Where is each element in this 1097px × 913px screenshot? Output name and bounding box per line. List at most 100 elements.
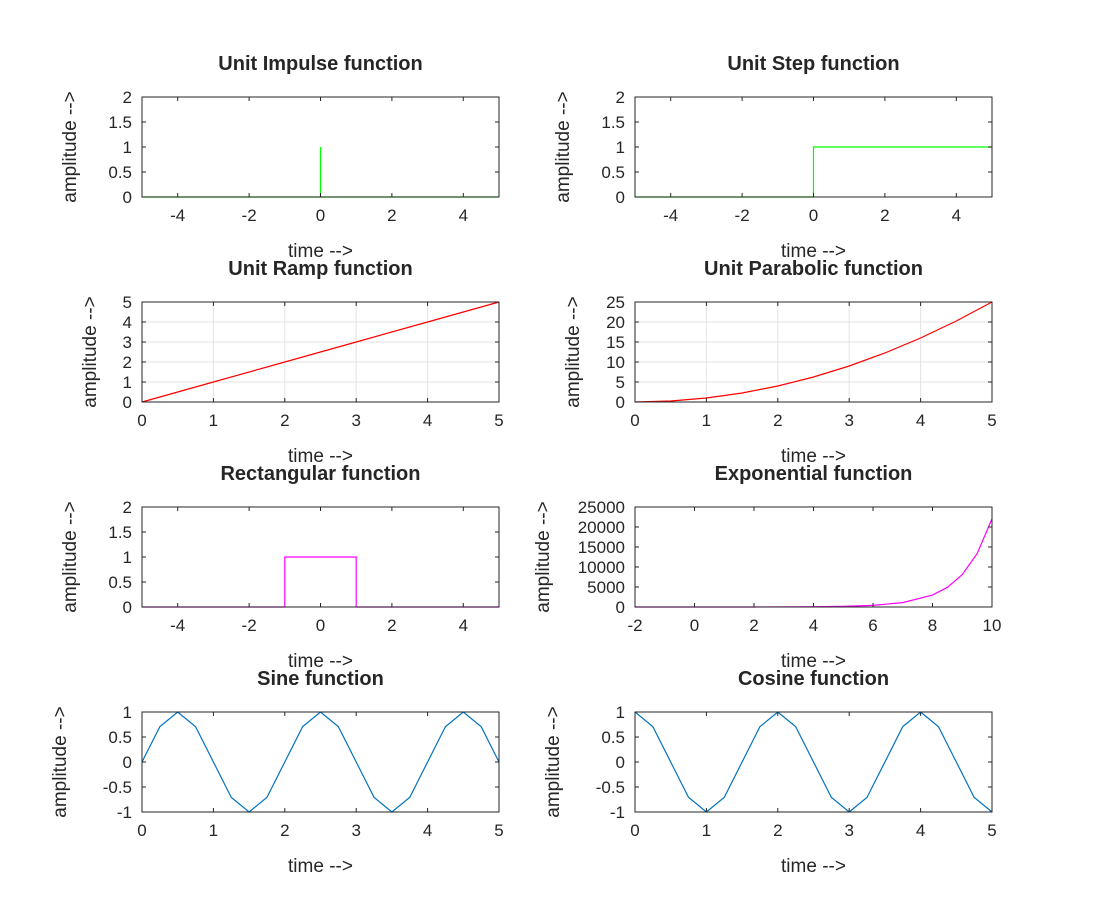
x-tick-label: 8 [928,616,937,635]
subplot-6: -2 0 2 4 6 8 100500010000150002000025000Expone… [533,463,1001,672]
x-tick-label: 4 [916,411,925,430]
y-tick-label: 5000 [587,578,625,597]
y-tick-label: 1.5 [601,113,625,132]
x-tick-label: 2 [880,206,889,225]
chart-title: Cosine function [738,668,889,690]
x-tick-label: 0 [137,411,146,430]
x-tick-label: 4 [423,821,432,840]
series-line [634,711,993,813]
x-tick-label: 4 [916,821,925,840]
y-tick-label: -1 [610,803,625,822]
x-tick-label: 1 [209,821,218,840]
y-tick-label: 2 [123,353,132,372]
chart-title: Unit Parabolic function [704,258,923,280]
y-tick-label: 1.5 [108,523,132,542]
subplot-2: -4 -2 0 2 4 0 0.5 1 1.5 2 Unit Step function time -… [553,53,993,262]
x-tick-label: 1 [702,411,711,430]
x-tick-label: -4 [170,206,185,225]
y-tick-label: 5 [616,373,625,392]
chart-title: Rectangular function [220,463,420,485]
x-tick-label: -2 [735,206,750,225]
subplot-8: 0 1 2 3 4 5 -1 -0.5 0 0.5 1 Cosine function time -->… [543,668,997,877]
y-tick-label: 0.5 [108,728,132,747]
y-tick-label: 0 [123,753,132,772]
y-tick-label: 0 [616,598,625,617]
y-tick-label: 25000 [578,498,625,517]
y-tick-label: 2 [123,88,132,107]
x-tick-label: 0 [630,411,639,430]
y-tick-label: 0 [123,393,132,412]
x-tick-label: 0 [809,206,818,225]
y-tick-label: 1 [123,138,132,157]
subplot-5: -4 -2 0 2 4 0 0.5 1 1.5 2 Rectangular function time… [60,463,500,672]
y-tick-label: 4 [123,313,132,332]
x-tick-label: 10 [983,616,1002,635]
y-tick-label: 0.5 [108,163,132,182]
plot-area [635,507,992,607]
x-tick-label: 2 [280,411,289,430]
subplot-1: -4 -2 0 2 4 0 0.5 1 1.5 2 Unit Impulse function tim… [60,53,500,262]
plot-area [635,302,992,402]
axes-box [634,301,993,403]
y-axis-label: amplitude --> [533,501,554,612]
y-tick-label: 10 [606,353,625,372]
y-tick-label: 25 [606,293,625,312]
x-tick-label: 0 [630,821,639,840]
y-tick-label: 1.5 [108,113,132,132]
x-tick-label: 2 [387,206,396,225]
x-tick-label: 0 [316,616,325,635]
y-axis-label: amplitude --> [543,706,564,817]
axes-box [141,301,500,403]
x-tick-label: 2 [749,616,758,635]
chart-title: Unit Ramp function [228,258,412,280]
y-tick-label: 15 [606,333,625,352]
x-tick-label: 1 [702,821,711,840]
x-tick-label: 4 [459,616,468,635]
x-tick-label: 5 [494,821,503,840]
y-axis-label: amplitude --> [60,91,81,202]
x-tick-label: -2 [242,206,257,225]
x-axis-label: time --> [781,446,846,467]
x-tick-label: 5 [494,411,503,430]
y-tick-label: 1 [123,548,132,567]
y-tick-label: -1 [117,803,132,822]
y-tick-label: 2 [123,498,132,517]
y-axis-label: amplitude --> [80,296,101,407]
x-tick-label: 3 [351,821,360,840]
x-tick-label: 4 [952,206,961,225]
x-tick-label: 4 [809,616,818,635]
y-axis-label: amplitude --> [563,296,584,407]
y-tick-label: 0 [123,598,132,617]
y-tick-label: 0 [616,393,625,412]
x-tick-label: -2 [627,616,642,635]
x-tick-label: 2 [773,821,782,840]
x-tick-label: -2 [242,616,257,635]
y-tick-label: 0.5 [108,573,132,592]
x-tick-label: 0 [137,821,146,840]
y-axis-label: amplitude --> [50,706,71,817]
y-tick-label: -0.5 [103,778,132,797]
subplot-7: 0 1 2 3 4 5 -1 -0.5 0 0.5 1 Sine function time --> am… [50,668,504,877]
y-tick-label: 20 [606,313,625,332]
series-line [141,301,500,403]
chart-title: Unit Impulse function [218,53,422,75]
chart-title: Exponential function [715,463,913,485]
x-tick-label: 4 [423,411,432,430]
x-tick-label: 4 [459,206,468,225]
y-tick-label: 0.5 [601,728,625,747]
x-tick-label: 2 [387,616,396,635]
y-axis-label: amplitude --> [60,501,81,612]
y-axis-label: amplitude --> [553,91,574,202]
series-line [634,301,993,403]
x-axis-label: time --> [288,446,353,467]
x-tick-label: 3 [844,821,853,840]
x-tick-label: 6 [868,616,877,635]
y-tick-label: 0 [616,188,625,207]
x-tick-label: 3 [844,411,853,430]
x-tick-label: 2 [280,821,289,840]
x-axis-label: time --> [288,651,353,672]
x-tick-label: 0 [690,616,699,635]
